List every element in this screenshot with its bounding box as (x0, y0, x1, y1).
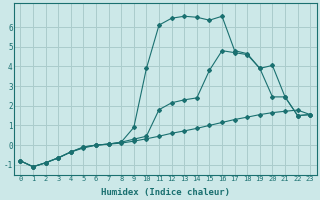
X-axis label: Humidex (Indice chaleur): Humidex (Indice chaleur) (101, 188, 230, 197)
